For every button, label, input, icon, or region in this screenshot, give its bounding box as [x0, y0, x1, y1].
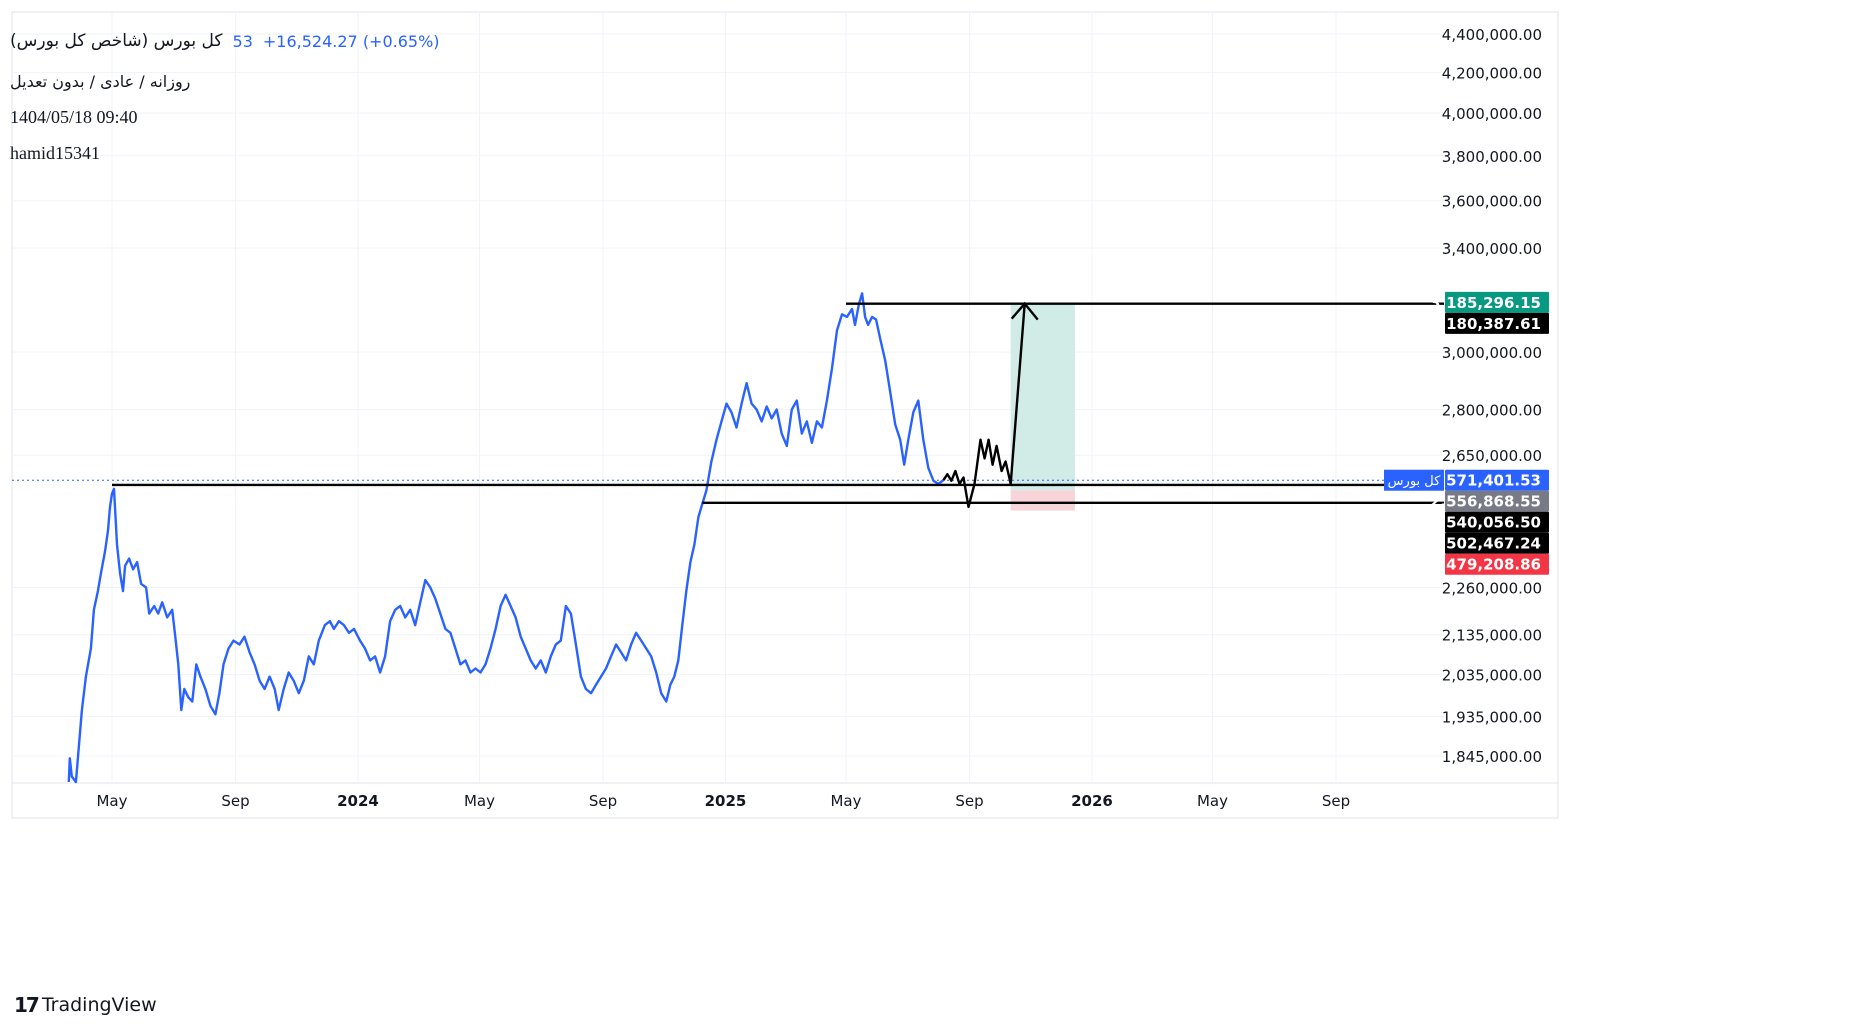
- projection-path: [942, 303, 1026, 509]
- loss-zone: [1010, 490, 1075, 511]
- price-badge-bg: [1445, 469, 1549, 491]
- x-tick-label: May: [1197, 792, 1228, 810]
- price-badge-label: 3,180,387.61: [1430, 315, 1541, 333]
- legend-symbol-row: کل بورس (شاخص کل بورس) 53 +16,524.27 (+0…: [10, 26, 440, 56]
- price-badge-label: 3,185,296.15: [1430, 294, 1541, 312]
- x-tick-label: Sep: [589, 792, 617, 810]
- tradingview-mark-icon: 17: [14, 993, 40, 1017]
- series-name-label: کل بورس: [1388, 474, 1441, 489]
- y-tick-label: 1,845,000.00: [1442, 748, 1542, 766]
- position-zones: [1010, 303, 1075, 511]
- tradingview-logo[interactable]: 17 TradingView: [14, 993, 157, 1017]
- chart-grid: [11, 11, 1559, 819]
- y-tick-label: 4,400,000.00: [1442, 26, 1542, 44]
- x-tick-label: Sep: [1322, 792, 1350, 810]
- price-badge-bg: [1445, 532, 1549, 554]
- last-value: 53: [232, 31, 253, 51]
- x-tick-label: May: [830, 792, 861, 810]
- y-tick-label: 3,800,000.00: [1442, 148, 1542, 166]
- y-tick-label: 4,200,000.00: [1442, 65, 1542, 83]
- price-badge-label: 2,540,056.50: [1430, 514, 1541, 532]
- symbol-title[interactable]: کل بورس (شاخص کل بورس): [10, 31, 223, 51]
- y-tick-label: 3,000,000.00: [1442, 344, 1542, 362]
- tradingview-wordmark: TradingView: [41, 994, 157, 1016]
- price-badge-label: 2,556,868.55: [1430, 493, 1541, 511]
- chart-legend: کل بورس (شاخص کل بورس) 53 +16,524.27 (+0…: [10, 26, 440, 168]
- price-badge-bg: [1445, 490, 1549, 512]
- x-tick-label: May: [96, 792, 127, 810]
- y-tick-label: 4,000,000.00: [1442, 105, 1542, 123]
- time-axis[interactable]: May Sep 2024 May Sep 2025 May Sep 2026 May Sep: [96, 792, 1350, 810]
- price-change: +16,524.27 (+0.65%): [262, 31, 440, 51]
- price-badge-bg: [1445, 312, 1549, 334]
- price-badge-line: 2,502,467.24: [1430, 532, 1549, 554]
- y-tick-label: 2,135,000.00: [1442, 627, 1542, 645]
- price-series: [12, 292, 1384, 784]
- price-badge-bg: [1445, 511, 1549, 533]
- price-badge-label: 2,502,467.24: [1430, 535, 1541, 553]
- datetime-label: 1404/05/18 09:40: [10, 106, 138, 127]
- price-badge-label: 2,479,208.86: [1430, 556, 1541, 574]
- x-tick-label: May: [464, 792, 495, 810]
- y-tick-label: 3,600,000.00: [1442, 193, 1542, 211]
- price-axis[interactable]: 4,400,000.00 4,200,000.00 4,000,000.00 3,80…: [1442, 26, 1542, 766]
- author-label: hamid15341: [10, 142, 100, 163]
- x-tick-label: 2024: [337, 792, 379, 810]
- price-badge-label: 2,571,401.53: [1430, 472, 1541, 490]
- index-series-line: [67, 292, 945, 784]
- x-tick-label: 2025: [705, 792, 747, 810]
- y-tick-label: 2,035,000.00: [1442, 667, 1542, 685]
- interval-row: روزانه / عادی / بدون تعدیل: [10, 71, 191, 91]
- drawings: [112, 301, 1444, 509]
- x-tick-label: Sep: [955, 792, 983, 810]
- y-tick-label: 2,800,000.00: [1442, 401, 1542, 419]
- x-tick-label: 2026: [1071, 792, 1113, 810]
- price-badge-target: 3,185,296.15: [1430, 291, 1549, 313]
- y-tick-label: 3,400,000.00: [1442, 240, 1542, 258]
- series-name-badge: [1384, 469, 1444, 491]
- price-badge-bg: [1445, 291, 1549, 313]
- chart-frame: [11, 11, 1559, 819]
- y-tick-label: 2,260,000.00: [1442, 579, 1542, 597]
- price-badge-bg: [1445, 553, 1549, 575]
- arrow-head-icon: [1010, 301, 1039, 321]
- price-badge-stop: 2,479,208.86: [1430, 553, 1549, 575]
- price-badge-line: 2,540,056.50: [1430, 511, 1549, 533]
- y-tick-label: 2,650,000.00: [1442, 447, 1542, 465]
- x-tick-label: Sep: [221, 792, 249, 810]
- y-tick-label: 1,935,000.00: [1442, 708, 1542, 726]
- price-badge-line: 3,180,387.61: [1430, 312, 1549, 334]
- profit-zone: [1010, 303, 1075, 491]
- price-badge-entry: 2,556,868.55: [1430, 490, 1549, 512]
